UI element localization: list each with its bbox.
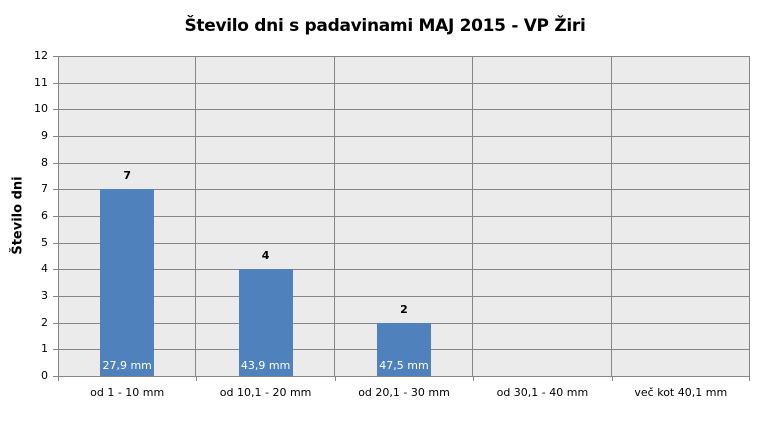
y-tick-label: 12 (34, 49, 48, 62)
y-tick (53, 56, 58, 57)
chart-title: Število dni s padavinami MAJ 2015 - VP Ž… (184, 16, 586, 36)
x-tick-label: od 30,1 - 40 mm (496, 386, 589, 399)
bar: 27,9 mm (100, 189, 155, 376)
y-tick (53, 189, 58, 191)
gridline-vertical (610, 57, 612, 376)
gridline-horizontal (58, 136, 749, 137)
bar: 47,5 mm (377, 322, 431, 376)
y-tick-label: 5 (41, 235, 48, 249)
y-tick (53, 349, 58, 351)
x-tick-label: več kot 40,1 mm (634, 386, 728, 399)
x-tick (473, 376, 475, 381)
y-tick (53, 322, 58, 324)
x-tick-label: od 10,1 - 20 mm (219, 386, 312, 399)
y-tick (53, 296, 58, 297)
x-tick (196, 376, 198, 381)
bar-inner-label: 27,9 mm (102, 358, 152, 372)
y-tick-label: 11 (34, 75, 48, 89)
gridline-vertical (333, 57, 335, 376)
gridline-horizontal (58, 296, 749, 297)
y-tick-label: 1 (41, 342, 48, 356)
gridline-vertical (195, 57, 197, 376)
y-tick (53, 136, 58, 137)
x-tick (611, 376, 613, 381)
y-tick-label: 0 (41, 369, 48, 382)
y-tick (53, 109, 58, 111)
x-tick-label: od 20,1 - 30 mm (358, 386, 450, 399)
y-tick-label: 6 (41, 209, 48, 222)
gridline-horizontal (58, 242, 749, 244)
bar-value-label: 4 (261, 249, 270, 263)
y-tick-label: 9 (41, 129, 48, 142)
bar-value-label: 2 (400, 302, 408, 316)
x-tick (749, 376, 750, 381)
y-tick (53, 242, 58, 244)
y-axis (58, 56, 59, 376)
y-tick-label: 7 (41, 182, 48, 196)
gridline-horizontal (58, 109, 749, 111)
y-tick (53, 269, 58, 271)
y-tick-label: 8 (41, 155, 48, 169)
gridline-vertical (472, 57, 474, 376)
y-tick (53, 82, 58, 84)
x-tick (334, 376, 336, 381)
y-tick-label: 10 (34, 102, 48, 116)
x-tick-label: od 1 - 10 mm (90, 386, 165, 399)
gridline-horizontal (58, 162, 749, 164)
bar-inner-label: 43,9 mm (240, 358, 291, 372)
gridline-horizontal (58, 269, 749, 271)
y-tick-label: 2 (41, 315, 48, 329)
gridline-horizontal (58, 82, 749, 84)
gridline-horizontal (58, 216, 749, 217)
y-tick (53, 216, 58, 217)
y-tick-label: 4 (41, 262, 48, 276)
bar: 43,9 mm (238, 269, 293, 376)
x-tick (58, 376, 59, 381)
y-tick-label: 3 (41, 289, 48, 302)
y-tick (53, 376, 58, 377)
bar-value-label: 7 (123, 169, 132, 183)
gridline-horizontal (58, 189, 749, 191)
y-tick (53, 162, 58, 164)
bar-inner-label: 47,5 mm (379, 358, 429, 372)
x-axis (58, 376, 750, 377)
